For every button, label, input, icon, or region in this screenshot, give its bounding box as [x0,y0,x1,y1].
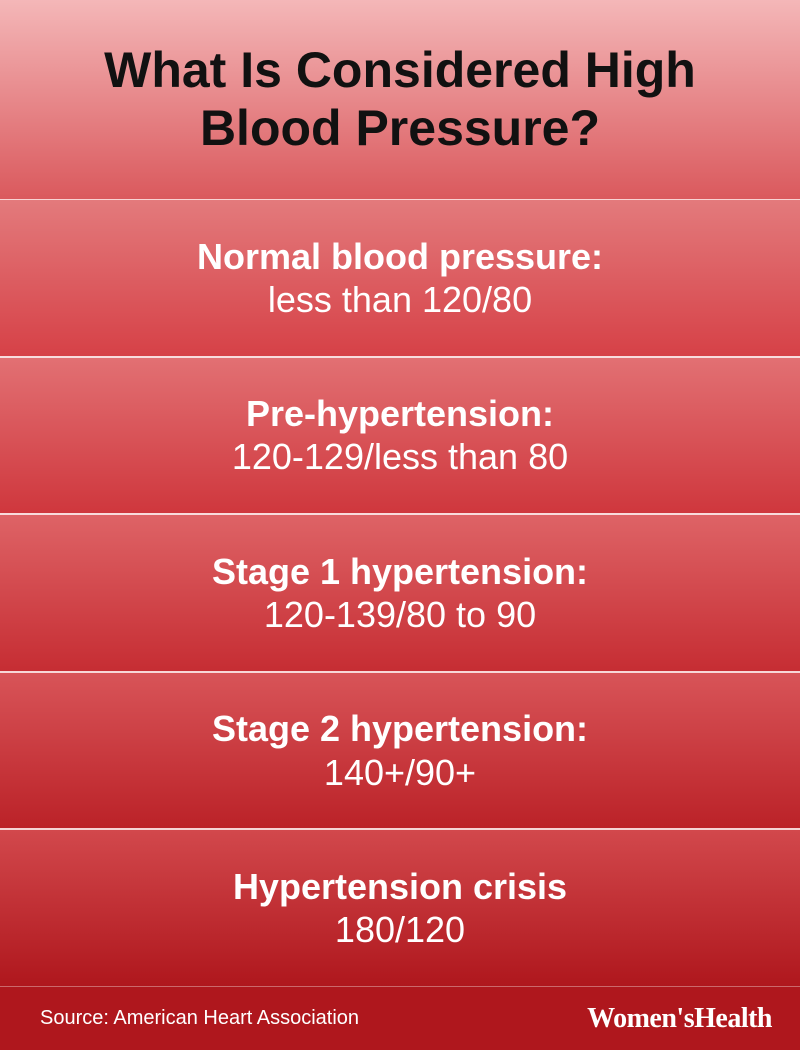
bp-row-label: Pre-hypertension: [246,392,554,435]
bp-row: Normal blood pressure:less than 120/80 [0,200,800,358]
bp-row: Stage 1 hypertension:120-139/80 to 90 [0,515,800,673]
infographic-header: What Is Considered High Blood Pressure? [0,0,800,200]
bp-row-label: Stage 2 hypertension: [212,707,588,750]
bp-row: Stage 2 hypertension:140+/90+ [0,673,800,831]
bp-row: Pre-hypertension:120-129/less than 80 [0,358,800,516]
bp-row-value: 120-139/80 to 90 [264,593,536,636]
bp-row-value: 120-129/less than 80 [232,435,568,478]
bp-row-label: Hypertension crisis [233,865,567,908]
bp-row-label: Normal blood pressure: [197,235,603,278]
bp-row-value: less than 120/80 [268,278,532,321]
infographic-footer: Source: American Heart Association Women… [0,986,800,1050]
bp-row: Hypertension crisis180/120 [0,830,800,986]
rows-region: Normal blood pressure:less than 120/80Pr… [0,200,800,986]
source-text: Source: American Heart Association [40,1007,359,1030]
bp-row-value: 140+/90+ [324,751,476,794]
bp-row-label: Stage 1 hypertension: [212,550,588,593]
infographic-container: What Is Considered High Blood Pressure? … [0,0,800,1050]
bp-row-value: 180/120 [335,908,465,951]
brand-logo: Women'sHealth [587,1003,772,1035]
page-title: What Is Considered High Blood Pressure? [40,42,760,157]
